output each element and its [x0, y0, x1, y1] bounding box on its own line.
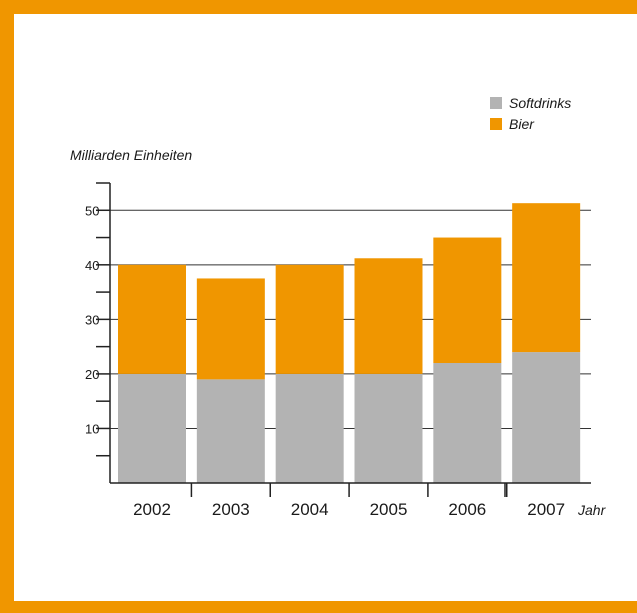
legend: Softdrinks Bier: [490, 95, 571, 132]
x-tick-label-2003: 2003: [212, 500, 250, 519]
x-axis-label: Jahr: [577, 502, 607, 518]
bar-bier-2006: [433, 237, 502, 363]
legend-swatch-softdrinks: [490, 97, 502, 109]
bar-bier-2002: [118, 264, 186, 374]
labels: 2002 2003 2004 2005 2006 2007 10 20 30 40 50: [85, 203, 565, 519]
legend-label-bier: Bier: [509, 116, 535, 132]
y-tick-label-30: 30: [85, 312, 99, 327]
y-tick-label-10: 10: [85, 421, 99, 436]
bar-softdrinks-2004: [275, 373, 344, 483]
legend-label-softdrinks: Softdrinks: [509, 95, 571, 111]
bar-bier-2005: [354, 258, 423, 374]
x-tick-label-2002: 2002: [133, 500, 171, 519]
axes: [96, 182, 591, 497]
bar-bier-2007: [512, 203, 581, 353]
y-tick-label-50: 50: [85, 203, 99, 218]
bar-bier-2003: [196, 278, 265, 380]
x-tick-label-2004: 2004: [291, 500, 329, 519]
bar-bier-2004: [275, 264, 344, 374]
x-tick-label-2006: 2006: [448, 500, 486, 519]
bar-softdrinks-2006: [433, 363, 502, 483]
x-tick-label-2007: 2007: [527, 500, 565, 519]
bars: [118, 203, 581, 483]
gridlines: [110, 209, 591, 429]
legend-swatch-bier: [490, 118, 502, 130]
bar-softdrinks-2003: [196, 379, 265, 483]
bar-softdrinks-2005: [354, 373, 423, 483]
x-tick-label-2005: 2005: [370, 500, 408, 519]
y-tick-label-20: 20: [85, 367, 99, 382]
bar-softdrinks-2007: [512, 352, 581, 483]
y-tick-label-40: 40: [85, 258, 99, 273]
y-axis-label: Milliarden Einheiten: [70, 147, 192, 163]
bar-softdrinks-2002: [118, 373, 186, 483]
